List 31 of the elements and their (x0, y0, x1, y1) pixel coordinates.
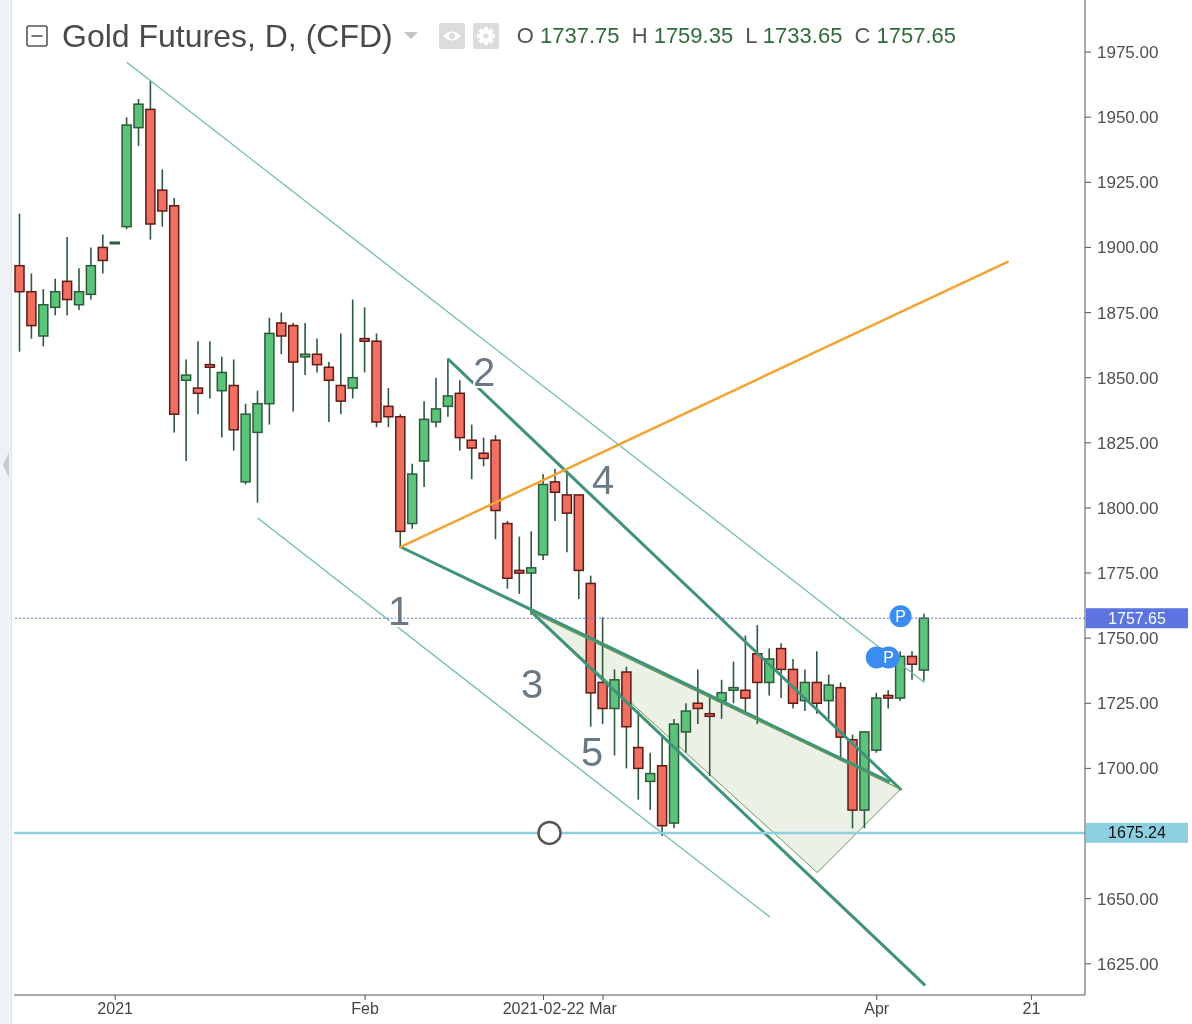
y-tick-label: 1900.00 (1097, 238, 1159, 258)
text: Gold Futures, D, (CFD) (62, 17, 393, 55)
y-tick-label: 1925.00 (1097, 173, 1159, 193)
y-tick-label: 1875.00 (1097, 303, 1159, 323)
y-tick-label: 1725.00 (1097, 694, 1159, 714)
x-tick-label: Mar (589, 1000, 618, 1018)
y-tick-label: 1800.00 (1097, 498, 1159, 518)
y-tick-label: 1625.00 (1097, 954, 1159, 974)
annotation: 2 (472, 350, 496, 395)
y-tick-label: 1650.00 (1097, 889, 1159, 909)
x-tick-label: 2021 (97, 1000, 134, 1018)
x-tick-label: 21 (1022, 1000, 1041, 1018)
y-tick-label: 1950.00 (1097, 108, 1159, 128)
y-tick-label: 1700.00 (1097, 759, 1159, 779)
y-tick-label: 1750.00 (1097, 629, 1159, 649)
y-tick-label: 1825.00 (1097, 433, 1159, 453)
ref-line-label: 1757.65 (1108, 609, 1167, 627)
ref-line-label: 1675.24 (1108, 824, 1167, 842)
annotation: 5 (580, 730, 604, 775)
x-tick-label: Apr (864, 1000, 890, 1018)
y-tick-label: 1775.00 (1097, 564, 1159, 584)
y-tick-label: 1850.00 (1097, 368, 1159, 388)
data-label: P (895, 608, 906, 626)
annotation: 1 (387, 589, 411, 634)
x-tick-label: Feb (351, 1000, 379, 1018)
annotation: 3 (520, 661, 544, 706)
text: O 1737.75 H 1759.35 L 1733.65 C 1757.65 (516, 23, 957, 48)
y-tick-label: 1975.00 (1097, 43, 1159, 63)
data-label: P (883, 649, 894, 667)
annotation: 4 (591, 458, 615, 503)
x-tick-label: 2021-02-22 (502, 1000, 585, 1018)
